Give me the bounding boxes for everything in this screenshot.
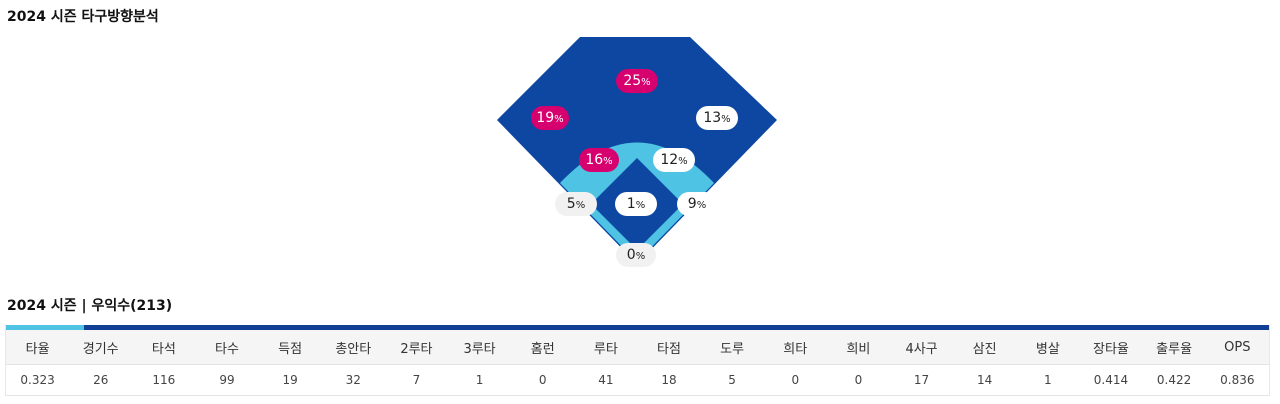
table-top-bar	[6, 325, 1269, 330]
zone-pct-unit: %	[635, 251, 646, 262]
table-header-row: 타율 경기수 타석 타수 득점 총안타 2루타 3루타 홈런 루타 타점 도루 희타 희비 4사구 삼진 병살 장…	[6, 330, 1269, 365]
table-top-bar-accent	[6, 325, 84, 330]
zone-pct-unit: %	[635, 200, 646, 211]
table-cell: 99	[195, 364, 259, 396]
column-header: 홈런	[511, 330, 575, 365]
table-cell: 1	[1016, 364, 1080, 396]
table-row: 0.323 26 116 99 19 32 7 1 0 41 18 5 0 0 17 14 1 0.414 0.42…	[6, 364, 1269, 396]
stats-section-title: 2024 시즌 | 우익수(213)	[7, 298, 173, 314]
table-cell: 0.414	[1079, 364, 1143, 396]
zone-pct-pitcher: 1%	[615, 192, 657, 216]
table-cell: 18	[637, 364, 701, 396]
table-cell: 0	[511, 364, 575, 396]
zone-pct-value: 12	[660, 152, 679, 168]
table-cell: 41	[574, 364, 638, 396]
zone-pct-left-infield: 16%	[579, 148, 619, 172]
table-cell: 14	[953, 364, 1017, 396]
zone-pct-unit: %	[641, 77, 651, 88]
direction-section-title: 2024 시즌 타구방향분석	[7, 9, 159, 25]
zone-pct-unit: %	[603, 156, 613, 167]
table-cell: 19	[258, 364, 322, 396]
column-header: OPS	[1205, 330, 1269, 365]
zone-pct-value: 25	[623, 73, 642, 89]
zone-pct-center-field: 25%	[616, 69, 658, 93]
column-header: 2루타	[384, 330, 448, 365]
column-header: 삼진	[953, 330, 1017, 365]
zone-pct-value: 9	[687, 196, 697, 212]
column-header: 4사구	[889, 330, 954, 365]
column-header: 총안타	[321, 330, 385, 365]
zone-pct-value: 0	[626, 247, 636, 263]
table-cell: 0	[763, 364, 827, 396]
zone-pct-catcher: 0%	[616, 243, 656, 267]
column-header: 루타	[574, 330, 638, 365]
table-cell: 5	[700, 364, 764, 396]
table-cell: 0	[826, 364, 890, 396]
zone-pct-unit: %	[575, 200, 586, 211]
column-header: 3루타	[447, 330, 512, 365]
table-cell: 32	[321, 364, 385, 396]
zone-pct-right-infield: 12%	[653, 148, 695, 172]
table-cell: 7	[384, 364, 448, 396]
zone-pct-unit: %	[554, 114, 564, 125]
column-header: 득점	[258, 330, 322, 365]
column-header: 도루	[700, 330, 764, 365]
zone-pct-right-field: 13%	[696, 106, 738, 130]
table-cell: 26	[69, 364, 133, 396]
zone-pct-value: 1	[626, 196, 636, 212]
zone-pct-left-field: 19%	[531, 106, 569, 130]
zone-pct-unit: %	[678, 156, 688, 167]
table-cell: 0.836	[1205, 364, 1269, 396]
column-header: 병살	[1016, 330, 1080, 365]
column-header: 출루율	[1142, 330, 1206, 365]
column-header: 희타	[763, 330, 827, 365]
zone-pct-value: 19	[536, 110, 555, 126]
season-stats-table: 타율 경기수 타석 타수 득점 총안타 2루타 3루타 홈런 루타 타점 도루 희타 희비 4사구 삼진 병살 장…	[5, 325, 1270, 396]
zone-pct-right-foul: 9%	[677, 192, 717, 216]
column-header: 장타율	[1079, 330, 1143, 365]
table-cell: 0.422	[1142, 364, 1206, 396]
table-cell: 17	[889, 364, 954, 396]
zone-pct-value: 13	[703, 110, 722, 126]
table-cell: 116	[132, 364, 196, 396]
table-cell: 1	[447, 364, 512, 396]
column-header: 타점	[637, 330, 701, 365]
column-header: 희비	[826, 330, 890, 365]
zone-pct-value: 16	[585, 152, 604, 168]
column-header: 타율	[6, 330, 70, 365]
zone-pct-unit: %	[696, 200, 707, 211]
zone-pct-value: 5	[566, 196, 576, 212]
column-header: 타석	[132, 330, 196, 365]
zone-pct-unit: %	[721, 114, 731, 125]
column-header: 경기수	[69, 330, 133, 365]
batted-ball-direction-field: 19% 25% 13% 16% 12% 5% 1% 9% 0%	[497, 37, 777, 267]
zone-pct-left-foul: 5%	[555, 192, 597, 216]
table-cell: 0.323	[6, 364, 70, 396]
column-header: 타수	[195, 330, 259, 365]
